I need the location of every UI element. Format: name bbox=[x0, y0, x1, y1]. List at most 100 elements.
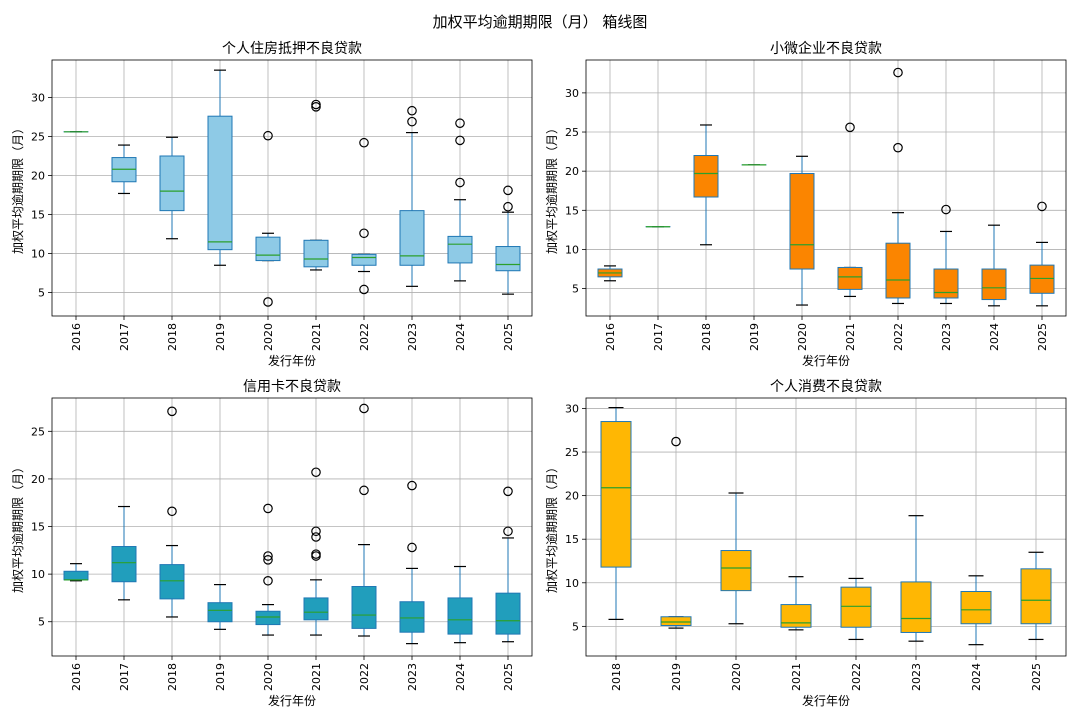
box-2024 bbox=[447, 118, 473, 282]
x-tick-label: 2025 bbox=[502, 323, 515, 351]
outlier-point bbox=[455, 118, 465, 129]
box-2020 bbox=[720, 492, 752, 625]
iqr-box bbox=[960, 591, 992, 625]
outlier-point bbox=[407, 116, 417, 127]
x-tick-label: 2016 bbox=[70, 663, 83, 691]
y-axis-label: 加权平均逾期期限（月） bbox=[10, 122, 25, 254]
y-axis-label: 加权平均逾期期限（月） bbox=[544, 461, 559, 593]
outlier-point bbox=[167, 506, 177, 517]
outlier-point bbox=[455, 177, 465, 188]
box-2016 bbox=[597, 265, 623, 282]
x-tick-label: 2018 bbox=[700, 323, 713, 351]
iqr-box bbox=[351, 586, 377, 629]
subplot-title: 个人消费不良贷款 bbox=[770, 379, 882, 395]
subplot-title: 信用卡不良贷款 bbox=[243, 379, 341, 395]
outlier-point bbox=[263, 555, 273, 565]
x-tick-label: 2023 bbox=[406, 663, 419, 691]
iqr-box bbox=[159, 564, 185, 600]
box-2020 bbox=[789, 155, 815, 306]
x-tick-label: 2019 bbox=[748, 323, 761, 351]
y-tick-label: 20 bbox=[565, 490, 579, 503]
box-2021 bbox=[837, 122, 863, 298]
axes-frame bbox=[585, 397, 1067, 657]
axes-frame bbox=[585, 59, 1067, 317]
iqr-box bbox=[399, 210, 425, 266]
y-tick-label: 25 bbox=[31, 130, 45, 143]
y-tick-label: 20 bbox=[31, 473, 45, 486]
outlier-point bbox=[263, 130, 273, 141]
iqr-box bbox=[600, 421, 632, 568]
outlier-point bbox=[263, 297, 273, 307]
x-axis-label: 发行年份 bbox=[802, 353, 850, 368]
x-tick-label: 2022 bbox=[850, 663, 863, 691]
outlier-point bbox=[263, 503, 273, 514]
x-tick-label: 2016 bbox=[70, 323, 83, 351]
box-2022 bbox=[351, 403, 377, 637]
iqr-box bbox=[495, 246, 521, 272]
y-tick-label: 5 bbox=[38, 616, 45, 629]
iqr-box bbox=[837, 266, 863, 290]
x-tick-label: 2021 bbox=[310, 663, 323, 691]
outlier-point bbox=[359, 228, 369, 239]
box-2020 bbox=[255, 130, 281, 307]
iqr-box bbox=[447, 597, 473, 635]
y-tick-label: 20 bbox=[31, 170, 45, 183]
x-tick-label: 2021 bbox=[310, 323, 323, 351]
outlier-point bbox=[893, 142, 903, 153]
x-tick-label: 2023 bbox=[406, 323, 419, 351]
iqr-box bbox=[789, 173, 815, 270]
outlier-point bbox=[503, 486, 513, 497]
box-2023 bbox=[399, 105, 425, 287]
box-2020 bbox=[255, 503, 281, 636]
y-tick-label: 15 bbox=[565, 204, 579, 217]
box-2021 bbox=[303, 99, 329, 271]
y-tick-label: 10 bbox=[565, 243, 579, 256]
axes-frame bbox=[51, 59, 533, 317]
y-tick-label: 15 bbox=[31, 521, 45, 534]
x-tick-label: 2019 bbox=[214, 663, 227, 691]
outlier-point bbox=[407, 542, 417, 553]
box-2019 bbox=[207, 583, 233, 630]
box-2019 bbox=[207, 69, 233, 266]
y-tick-label: 30 bbox=[31, 91, 45, 104]
iqr-box bbox=[303, 597, 329, 621]
x-tick-label: 2024 bbox=[970, 663, 983, 691]
x-tick-label: 2019 bbox=[214, 323, 227, 351]
iqr-box bbox=[255, 236, 281, 262]
box-2025 bbox=[495, 185, 521, 295]
y-tick-label: 15 bbox=[31, 209, 45, 222]
outlier-point bbox=[263, 575, 273, 586]
x-tick-label: 2024 bbox=[454, 663, 467, 691]
iqr-box bbox=[255, 610, 281, 626]
iqr-box bbox=[693, 155, 719, 198]
x-tick-label: 2024 bbox=[454, 323, 467, 351]
x-tick-label: 2023 bbox=[940, 323, 953, 351]
x-tick-label: 2023 bbox=[910, 663, 923, 691]
x-tick-label: 2017 bbox=[652, 323, 665, 351]
y-tick-label: 5 bbox=[572, 620, 579, 633]
x-tick-label: 2020 bbox=[262, 663, 275, 691]
iqr-box bbox=[207, 115, 233, 251]
figure-suptitle: 加权平均逾期期限（月） 箱线图 bbox=[433, 13, 648, 31]
iqr-box bbox=[159, 155, 185, 212]
outlier-point bbox=[941, 204, 951, 215]
box-2021 bbox=[303, 467, 329, 636]
box-2022 bbox=[885, 67, 911, 305]
iqr-box bbox=[111, 546, 137, 583]
box-2021 bbox=[780, 576, 812, 631]
outlier-point bbox=[359, 485, 369, 496]
box-2017 bbox=[111, 144, 137, 195]
outlier-point bbox=[311, 99, 321, 110]
box-2019 bbox=[660, 436, 692, 629]
outlier-point bbox=[671, 436, 681, 447]
iqr-box bbox=[885, 242, 911, 299]
outlier-point bbox=[407, 105, 417, 116]
y-tick-label: 10 bbox=[31, 568, 45, 581]
y-axis-label: 加权平均逾期期限（月） bbox=[10, 461, 25, 593]
box-2023 bbox=[933, 204, 959, 305]
box-2025 bbox=[1029, 201, 1055, 307]
x-tick-label: 2025 bbox=[502, 663, 515, 691]
outlier-point bbox=[845, 122, 855, 133]
box-2025 bbox=[495, 486, 521, 643]
